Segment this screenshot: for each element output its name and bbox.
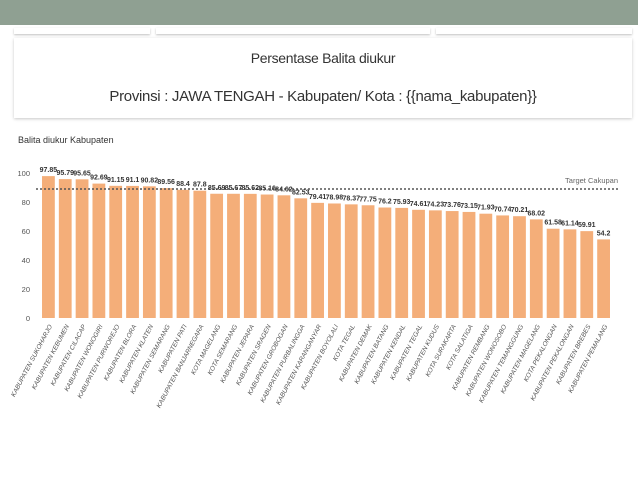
bar-value-label: 75.93 [393, 199, 411, 206]
bar [546, 228, 560, 318]
bar-value-label: 84.62 [275, 186, 293, 193]
bar [243, 193, 257, 318]
bar [580, 231, 594, 318]
bar-value-label: 95.65 [73, 170, 91, 177]
bar [42, 176, 55, 318]
filter-card-1[interactable] [14, 28, 150, 34]
bar [311, 202, 324, 318]
bar-value-label: 91.1 [126, 177, 140, 184]
bar-value-label: 77.75 [359, 196, 377, 203]
page-title: Persentase Balita diukur [250, 50, 396, 66]
bar [142, 186, 156, 318]
bar [328, 203, 341, 318]
bar-value-label: 74.23 [427, 201, 445, 208]
bar-series [42, 176, 610, 318]
bar [92, 183, 106, 318]
bar [479, 213, 493, 318]
bar-value-label: 74.61 [410, 201, 428, 208]
bar [294, 198, 308, 318]
bar-value-label: 78.37 [342, 195, 360, 202]
bar [159, 188, 173, 318]
bar-value-label: 91.15 [107, 177, 125, 184]
bar [378, 207, 392, 318]
bar-value-label: 87.8 [193, 182, 207, 189]
bar-value-label: 73.15 [460, 203, 478, 210]
bar [563, 229, 577, 318]
bar [277, 195, 291, 318]
bar-value-label: 85.69 [208, 185, 226, 192]
bar-value-label: 90.82 [141, 177, 159, 184]
filter-card-2[interactable] [156, 28, 430, 34]
top-bar [0, 0, 638, 25]
bar [344, 204, 358, 318]
bar [428, 210, 442, 318]
target-line-group: Target Cakupan [36, 176, 620, 190]
y-tick-label: 80 [22, 198, 30, 207]
bar [445, 211, 459, 318]
header-panel: Persentase Balita diukur Provinsi : JAWA… [14, 38, 632, 118]
bar-chart: 0 20 40 60 80 100 Target Cakupan 97.85 95.79 95… [10, 167, 620, 409]
bar-value-label: 61.58 [544, 220, 562, 227]
y-axis: 0 20 40 60 80 100 [17, 169, 30, 323]
bar [126, 185, 139, 318]
bar [109, 185, 123, 318]
filter-card-3[interactable] [436, 28, 632, 34]
bar-value-label: 85.62 [242, 185, 260, 192]
bar-value-label: 95.79 [56, 170, 74, 177]
bar-value-label: 85.67 [225, 185, 243, 192]
y-tick-label: 40 [22, 256, 30, 265]
bar [260, 194, 274, 318]
bar [462, 211, 476, 318]
bar-value-label: 92.69 [90, 175, 108, 182]
bar-value-label: 70.74 [494, 206, 512, 213]
y-tick-label: 20 [22, 285, 30, 294]
bar [176, 189, 190, 318]
bar-value-label: 70.21 [511, 207, 529, 214]
bar [361, 205, 375, 318]
y-tick-label: 0 [26, 314, 30, 323]
bar [58, 179, 72, 318]
y-tick-label: 60 [22, 227, 30, 236]
bar-value-label: 82.53 [292, 189, 310, 196]
bar [193, 190, 207, 318]
bar [513, 216, 526, 318]
bar-value-label: 88.4 [176, 181, 190, 188]
bar-value-label: 73.76 [443, 202, 461, 209]
bar-value-label: 68.02 [528, 210, 546, 217]
target-label: Target Cakupan [565, 176, 618, 185]
bar-value-label: 89.56 [157, 179, 175, 186]
bar-value-label: 78.98 [326, 194, 344, 201]
bar-value-label: 79.41 [309, 194, 327, 201]
y-tick-label: 100 [17, 169, 30, 178]
bar [597, 239, 610, 318]
bar [395, 207, 409, 318]
bar-value-label: 76.2 [378, 199, 392, 206]
bar-value-label: 54.2 [597, 230, 611, 237]
bar-value-label: 97.85 [40, 167, 58, 174]
page-subtitle: Provinsi : JAWA TENGAH - Kabupaten/ Kota… [109, 88, 537, 105]
bar [496, 215, 510, 318]
bar [210, 193, 224, 318]
bar-value-label: 59.91 [578, 222, 596, 229]
bar [529, 219, 543, 318]
bar [227, 193, 240, 318]
chart-title: Balita diukur Kabupaten [18, 135, 114, 145]
bar-value-label: 85.16 [258, 186, 276, 193]
bar [412, 209, 425, 318]
bar [75, 179, 89, 318]
bar-value-label: 61.14 [561, 220, 579, 227]
bar-value-label: 71.93 [477, 205, 495, 212]
